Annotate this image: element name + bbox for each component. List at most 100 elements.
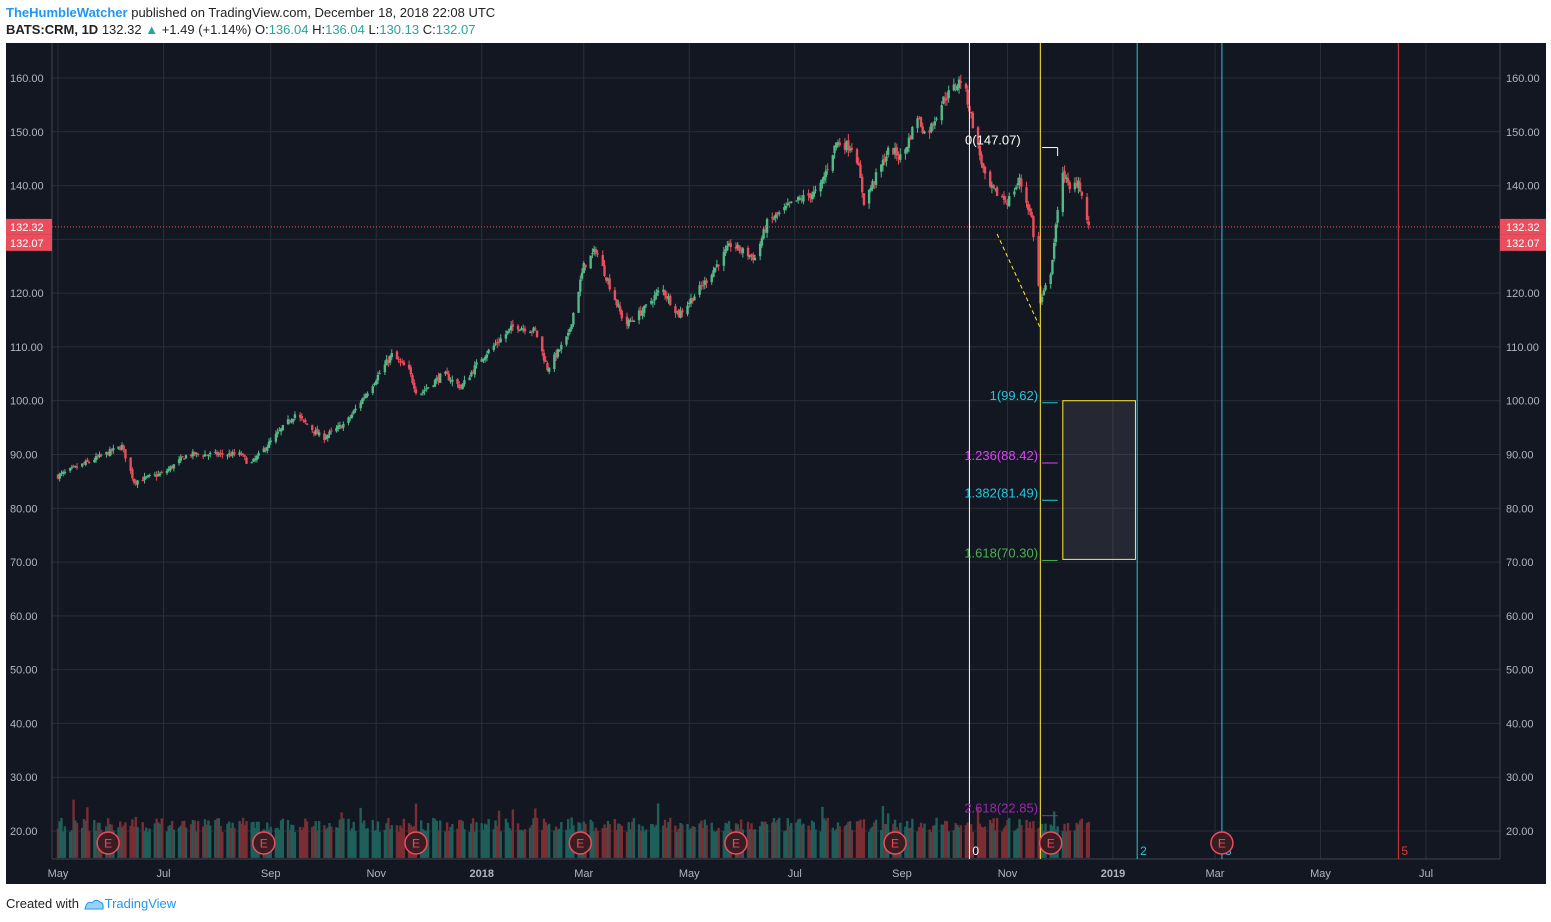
earnings-marker-icon[interactable]: [404, 831, 428, 855]
earnings-marker-icon[interactable]: [724, 831, 748, 855]
candle-body: [788, 202, 791, 204]
price-axis-tick-left: 150.00: [10, 127, 44, 139]
volume-bar: [982, 827, 985, 858]
earnings-marker-label: E: [1047, 837, 1055, 851]
candle-body: [935, 118, 938, 120]
fib-extension-trend-leg[interactable]: [996, 233, 1041, 329]
candle-body: [807, 193, 810, 196]
candle-body: [447, 373, 451, 381]
candle-body: [74, 466, 77, 468]
candle-body: [70, 467, 74, 469]
author-link[interactable]: TheHumbleWatcher: [6, 5, 128, 20]
volume-bar: [798, 818, 802, 858]
candle-body: [203, 454, 207, 457]
candle-body: [530, 331, 534, 333]
price-axis-tick-left: 80.00: [10, 503, 38, 515]
volume-bar: [94, 830, 98, 858]
candle-body: [650, 301, 653, 304]
volume-bar: [124, 822, 127, 858]
volume-bar: [819, 831, 822, 858]
candle-body: [727, 243, 731, 247]
price-axis-tick-right: 80.00: [1506, 503, 1534, 515]
candle-body: [58, 473, 61, 479]
tradingview-brand-link[interactable]: TradingView: [104, 896, 177, 911]
candle-body: [765, 219, 769, 233]
volume-bar: [969, 824, 973, 858]
volume-bar: [746, 821, 750, 858]
volume-bar: [869, 828, 873, 858]
candle-body: [969, 111, 973, 114]
candle-body: [425, 388, 428, 390]
candle-body: [726, 245, 729, 251]
earnings-marker-icon[interactable]: [96, 831, 120, 855]
volume-bar: [516, 823, 520, 858]
volume-bar: [385, 823, 388, 858]
volume-bar: [662, 825, 665, 858]
candle-body: [317, 432, 321, 436]
volume-bar: [774, 822, 777, 858]
candle-body: [207, 455, 210, 457]
time-axis-tick: Sep: [261, 868, 281, 880]
candle-body: [976, 127, 980, 145]
candle-body: [867, 189, 871, 204]
candle-body: [760, 238, 764, 246]
price-axis-tick-left: 30.00: [10, 772, 38, 784]
candle-body: [233, 452, 236, 455]
volume-bar: [871, 826, 874, 858]
candle-body: [352, 410, 355, 414]
price-tag-left-text: 132.32: [10, 222, 44, 234]
volume-bar: [238, 821, 241, 858]
candle-body: [105, 451, 108, 455]
volume-bar: [964, 825, 968, 858]
volume-bar: [145, 827, 148, 858]
candle-body: [688, 302, 691, 305]
earnings-marker-icon[interactable]: [252, 831, 276, 855]
fib-level-label: 0(147.07): [965, 133, 1021, 148]
candle-body: [802, 195, 805, 202]
volume-bar: [335, 827, 338, 858]
volume-bar: [293, 832, 297, 858]
volume-bar: [509, 830, 513, 858]
volume-bar: [300, 830, 304, 858]
volume-bar: [765, 824, 769, 858]
candle-body: [238, 452, 241, 455]
volume-bar: [311, 827, 314, 858]
candle-body: [944, 97, 947, 101]
candle-body: [414, 389, 418, 394]
price-chart[interactable]: 02350(147.07)1(99.62)1.236(88.42)1.382(8…: [6, 43, 1546, 884]
earnings-marker-icon[interactable]: [1038, 831, 1063, 855]
volume-bar: [480, 823, 483, 858]
candle-body: [771, 217, 774, 219]
volume-bar: [119, 821, 122, 858]
candle-body: [762, 229, 765, 239]
candle-body: [904, 149, 907, 154]
earnings-marker-icon[interactable]: [1210, 831, 1234, 855]
volume-bar: [935, 817, 938, 858]
volume-bar: [956, 824, 959, 858]
earnings-marker-icon[interactable]: [568, 831, 593, 855]
volume-bar: [214, 820, 217, 858]
candle-body: [520, 328, 523, 331]
candle-body: [184, 455, 188, 459]
price-axis-tick-right: 60.00: [1506, 611, 1534, 623]
volume-bar: [674, 825, 677, 858]
candle-body: [675, 311, 679, 313]
volume-bar: [506, 822, 509, 858]
candle-body: [189, 454, 193, 457]
volume-bar: [1075, 822, 1078, 858]
volume-bar: [169, 824, 172, 858]
target-box[interactable]: [1062, 400, 1136, 560]
candle-body: [60, 472, 63, 474]
candle-body: [1004, 200, 1007, 202]
price-axis-tick-right: 150.00: [1506, 127, 1540, 139]
candle-body: [191, 451, 195, 457]
volume-bar: [994, 830, 997, 858]
volume-bar: [758, 826, 762, 858]
price-axis-tick-right: 100.00: [1506, 396, 1540, 408]
earnings-marker-icon[interactable]: [883, 831, 907, 855]
volume-bar: [205, 824, 208, 858]
symbol-label[interactable]: BATS:CRM, 1D: [6, 22, 99, 37]
candle-body: [717, 264, 720, 266]
candle-body: [971, 112, 975, 129]
up-arrow-icon: ▲: [145, 22, 159, 37]
